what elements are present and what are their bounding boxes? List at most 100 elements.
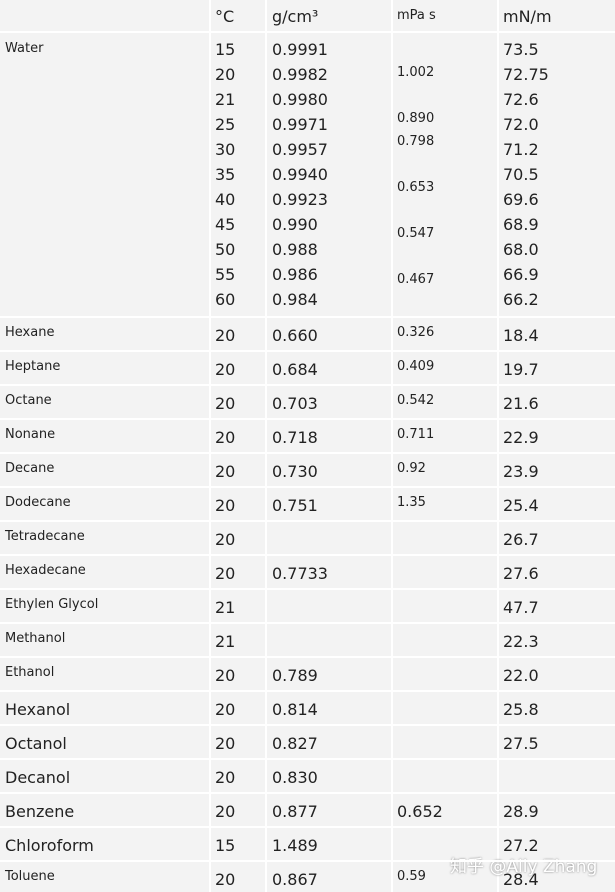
temperature: 20 <box>215 65 236 84</box>
row-divider <box>0 826 615 828</box>
surface-tension: 19.7 <box>503 360 539 379</box>
row-divider <box>0 316 615 318</box>
row-name: Hexadecane <box>5 563 86 578</box>
row-name: Ethylen Glycol <box>5 597 99 612</box>
row-divider <box>0 452 615 454</box>
row-divider <box>0 622 615 624</box>
density: 0.9940 <box>272 165 328 184</box>
surface-tension: 69.6 <box>503 190 539 209</box>
row-divider <box>0 520 615 522</box>
temperature: 20 <box>215 870 236 889</box>
density: 0.827 <box>272 734 318 753</box>
column-header: mPa s <box>397 8 436 23</box>
density: 0.789 <box>272 666 318 685</box>
viscosity: 0.542 <box>397 393 435 408</box>
viscosity: 0.92 <box>397 461 426 476</box>
row-name: Benzene <box>5 802 75 821</box>
density: 0.660 <box>272 326 318 345</box>
density: 0.9980 <box>272 90 328 109</box>
viscosity: 1.002 <box>397 65 435 80</box>
temperature: 50 <box>215 240 236 259</box>
temperature: 20 <box>215 802 236 821</box>
temperature: 20 <box>215 496 236 515</box>
temperature: 35 <box>215 165 236 184</box>
row-name: Water <box>5 41 44 56</box>
row-name: Nonane <box>5 427 56 442</box>
density: 0.684 <box>272 360 318 379</box>
row-name: Octanol <box>5 734 67 753</box>
temperature: 20 <box>215 326 236 345</box>
viscosity: 1.35 <box>397 495 426 510</box>
row-name: Decane <box>5 461 55 476</box>
surface-tension: 66.2 <box>503 290 539 309</box>
surface-tension: 27.6 <box>503 564 539 583</box>
row-name: Ethanol <box>5 665 55 680</box>
column-divider <box>391 0 393 892</box>
temperature: 20 <box>215 564 236 583</box>
surface-tension: 23.9 <box>503 462 539 481</box>
temperature: 15 <box>215 40 236 59</box>
row-divider <box>0 554 615 556</box>
surface-tension: 47.7 <box>503 598 539 617</box>
column-header: °C <box>215 7 235 26</box>
row-divider <box>0 418 615 420</box>
row-name: Chloroform <box>5 836 94 855</box>
density: 0.7733 <box>272 564 328 583</box>
column-divider <box>497 0 499 892</box>
watermark: 知乎 @Ally Zhang <box>450 857 598 877</box>
row-name: Heptane <box>5 359 61 374</box>
surface-tension: 22.3 <box>503 632 539 651</box>
column-divider <box>265 0 267 892</box>
temperature: 20 <box>215 530 236 549</box>
row-name: Tetradecane <box>5 529 85 544</box>
surface-tension: 68.0 <box>503 240 539 259</box>
column-divider <box>209 0 211 892</box>
temperature: 21 <box>215 598 236 617</box>
row-name: Toluene <box>5 869 55 884</box>
row-name: Octane <box>5 393 52 408</box>
temperature: 20 <box>215 394 236 413</box>
row-name: Hexanol <box>5 700 71 719</box>
surface-tension: 73.5 <box>503 40 539 59</box>
temperature: 55 <box>215 265 236 284</box>
viscosity: 0.798 <box>397 134 435 149</box>
row-divider <box>0 758 615 760</box>
viscosity: 0.547 <box>397 226 435 241</box>
row-name: Hexane <box>5 325 55 340</box>
viscosity: 0.653 <box>397 180 435 195</box>
row-name: Decanol <box>5 768 71 787</box>
row-divider <box>0 792 615 794</box>
density: 0.9982 <box>272 65 328 84</box>
row-divider <box>0 486 615 488</box>
temperature: 20 <box>215 428 236 447</box>
density: 0.9923 <box>272 190 328 209</box>
surface-tension: 66.9 <box>503 265 539 284</box>
row-divider <box>0 350 615 352</box>
surface-tension: 21.6 <box>503 394 539 413</box>
row-divider <box>0 31 615 33</box>
viscosity: 0.711 <box>397 427 435 442</box>
temperature: 20 <box>215 666 236 685</box>
row-divider <box>0 724 615 726</box>
density: 0.751 <box>272 496 318 515</box>
temperature: 25 <box>215 115 236 134</box>
temperature: 20 <box>215 734 236 753</box>
surface-tension: 22.0 <box>503 666 539 685</box>
density: 0.984 <box>272 290 318 309</box>
density: 0.703 <box>272 394 318 413</box>
temperature: 20 <box>215 768 236 787</box>
row-divider <box>0 384 615 386</box>
density: 0.867 <box>272 870 318 889</box>
surface-tension: 72.0 <box>503 115 539 134</box>
temperature: 45 <box>215 215 236 234</box>
temperature: 21 <box>215 632 236 651</box>
density: 0.9991 <box>272 40 328 59</box>
surface-tension: 72.75 <box>503 65 549 84</box>
temperature: 20 <box>215 462 236 481</box>
temperature: 15 <box>215 836 236 855</box>
temperature: 20 <box>215 700 236 719</box>
density: 0.877 <box>272 802 318 821</box>
surface-tension: 28.4 <box>503 870 539 889</box>
viscosity: 0.890 <box>397 111 435 126</box>
